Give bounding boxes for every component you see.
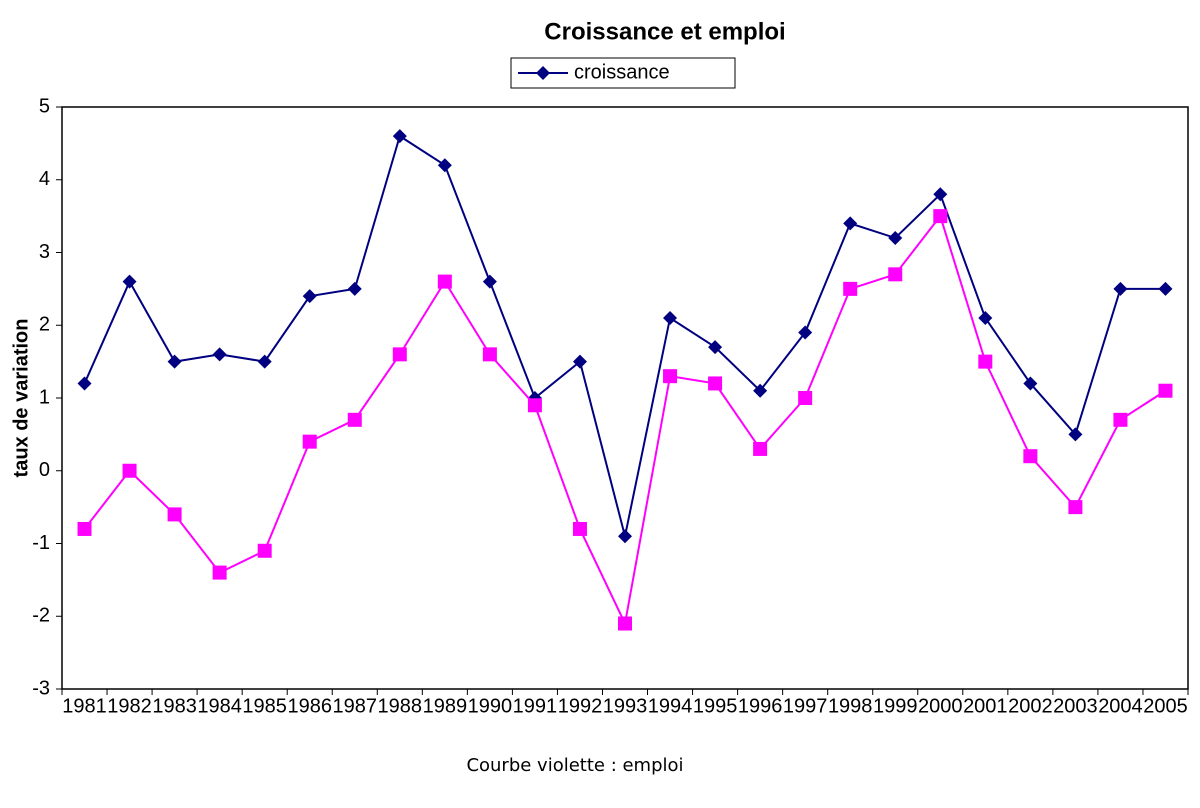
y-tick-label: 4 (39, 168, 50, 190)
data-point (708, 376, 723, 391)
data-point (888, 267, 903, 282)
data-point (798, 391, 813, 405)
data-point (482, 347, 497, 362)
y-tick-label: 2 (39, 314, 50, 336)
x-tick-label: 1984 (197, 695, 242, 717)
y-tick-label: -2 (32, 605, 50, 627)
y-tick-label: -3 (32, 677, 50, 699)
data-point (1023, 376, 1038, 391)
data-point (482, 274, 497, 289)
x-tick-label: 1981 (62, 695, 107, 717)
data-point (122, 274, 137, 289)
x-tick-label: 1985 (242, 695, 287, 717)
data-point (1113, 281, 1128, 296)
x-tick-label: 1997 (783, 695, 828, 717)
data-point (392, 347, 407, 362)
x-tick-label: 1982 (107, 695, 152, 717)
data-point (77, 521, 92, 536)
x-tick-label: 1987 (333, 695, 378, 717)
data-point (708, 340, 723, 355)
x-tick-label: 1983 (152, 695, 197, 717)
data-point (843, 281, 858, 296)
data-point (978, 310, 993, 325)
x-tick-label: 1988 (378, 695, 423, 717)
x-tick-label: 1999 (873, 695, 918, 717)
data-point (1158, 281, 1173, 296)
x-tick-label: 2000 (918, 695, 963, 717)
x-tick-label: 1989 (423, 695, 468, 717)
data-point (122, 463, 137, 478)
data-point (212, 565, 227, 580)
data-point (572, 354, 587, 369)
data-point (933, 209, 948, 224)
data-point (1158, 383, 1173, 398)
x-tick-label: 2001 (963, 695, 1008, 717)
x-tick-label: 1993 (603, 695, 648, 717)
y-tick-label: 3 (39, 241, 50, 263)
data-point (1023, 449, 1038, 464)
y-tick-label: 5 (39, 95, 50, 117)
data-point (663, 310, 678, 325)
data-point (1068, 427, 1083, 442)
data-point (798, 325, 813, 340)
data-point (1113, 412, 1128, 427)
y-tick-label: 0 (39, 459, 50, 481)
x-tick-label: 2003 (1053, 695, 1098, 717)
x-tick-label: 1996 (738, 695, 783, 717)
data-point (843, 216, 858, 231)
data-point (437, 158, 452, 173)
plot-area (61, 106, 1189, 690)
data-point (663, 369, 678, 384)
x-tick-label: 2004 (1098, 695, 1143, 717)
data-point (257, 354, 272, 369)
x-tick-label: 1994 (648, 695, 693, 717)
data-point (618, 616, 632, 631)
x-tick-label: 2002 (1008, 695, 1053, 717)
x-tick-label: 1998 (828, 695, 873, 717)
data-point (933, 187, 948, 202)
chart-title: Croissance et emploi (544, 18, 785, 45)
data-point (437, 274, 452, 289)
x-tick-label: 1992 (558, 695, 603, 717)
data-point (753, 441, 768, 456)
x-tick-label: 1990 (468, 695, 513, 717)
series-line (83, 213, 1167, 627)
data-point (978, 354, 993, 369)
data-point (77, 376, 92, 391)
y-axis-label: taux de variation (10, 319, 32, 478)
data-point (347, 281, 362, 296)
data-point (1068, 500, 1083, 515)
data-point (753, 383, 768, 398)
data-point (302, 289, 317, 304)
data-point (392, 129, 407, 144)
data-point (888, 230, 903, 245)
data-point (167, 354, 182, 369)
data-point (302, 434, 317, 449)
y-tick-label: -1 (32, 532, 50, 554)
y-tick-label: 1 (39, 386, 50, 408)
x-tick-label: 1991 (513, 695, 558, 717)
data-point (257, 543, 272, 558)
legend-marker (536, 66, 550, 80)
data-point (618, 529, 632, 544)
data-point (527, 398, 542, 413)
data-point (212, 347, 227, 362)
x-tick-label: 2005 (1143, 695, 1188, 717)
series-line (83, 134, 1166, 537)
x-tick-label: 1995 (693, 695, 738, 717)
note: Courbe violette : emploi (466, 755, 683, 776)
data-point (167, 507, 182, 522)
x-tick-label: 1986 (287, 695, 332, 717)
data-point (572, 521, 587, 536)
legend-label: croissance (574, 61, 670, 83)
data-point (347, 412, 362, 427)
